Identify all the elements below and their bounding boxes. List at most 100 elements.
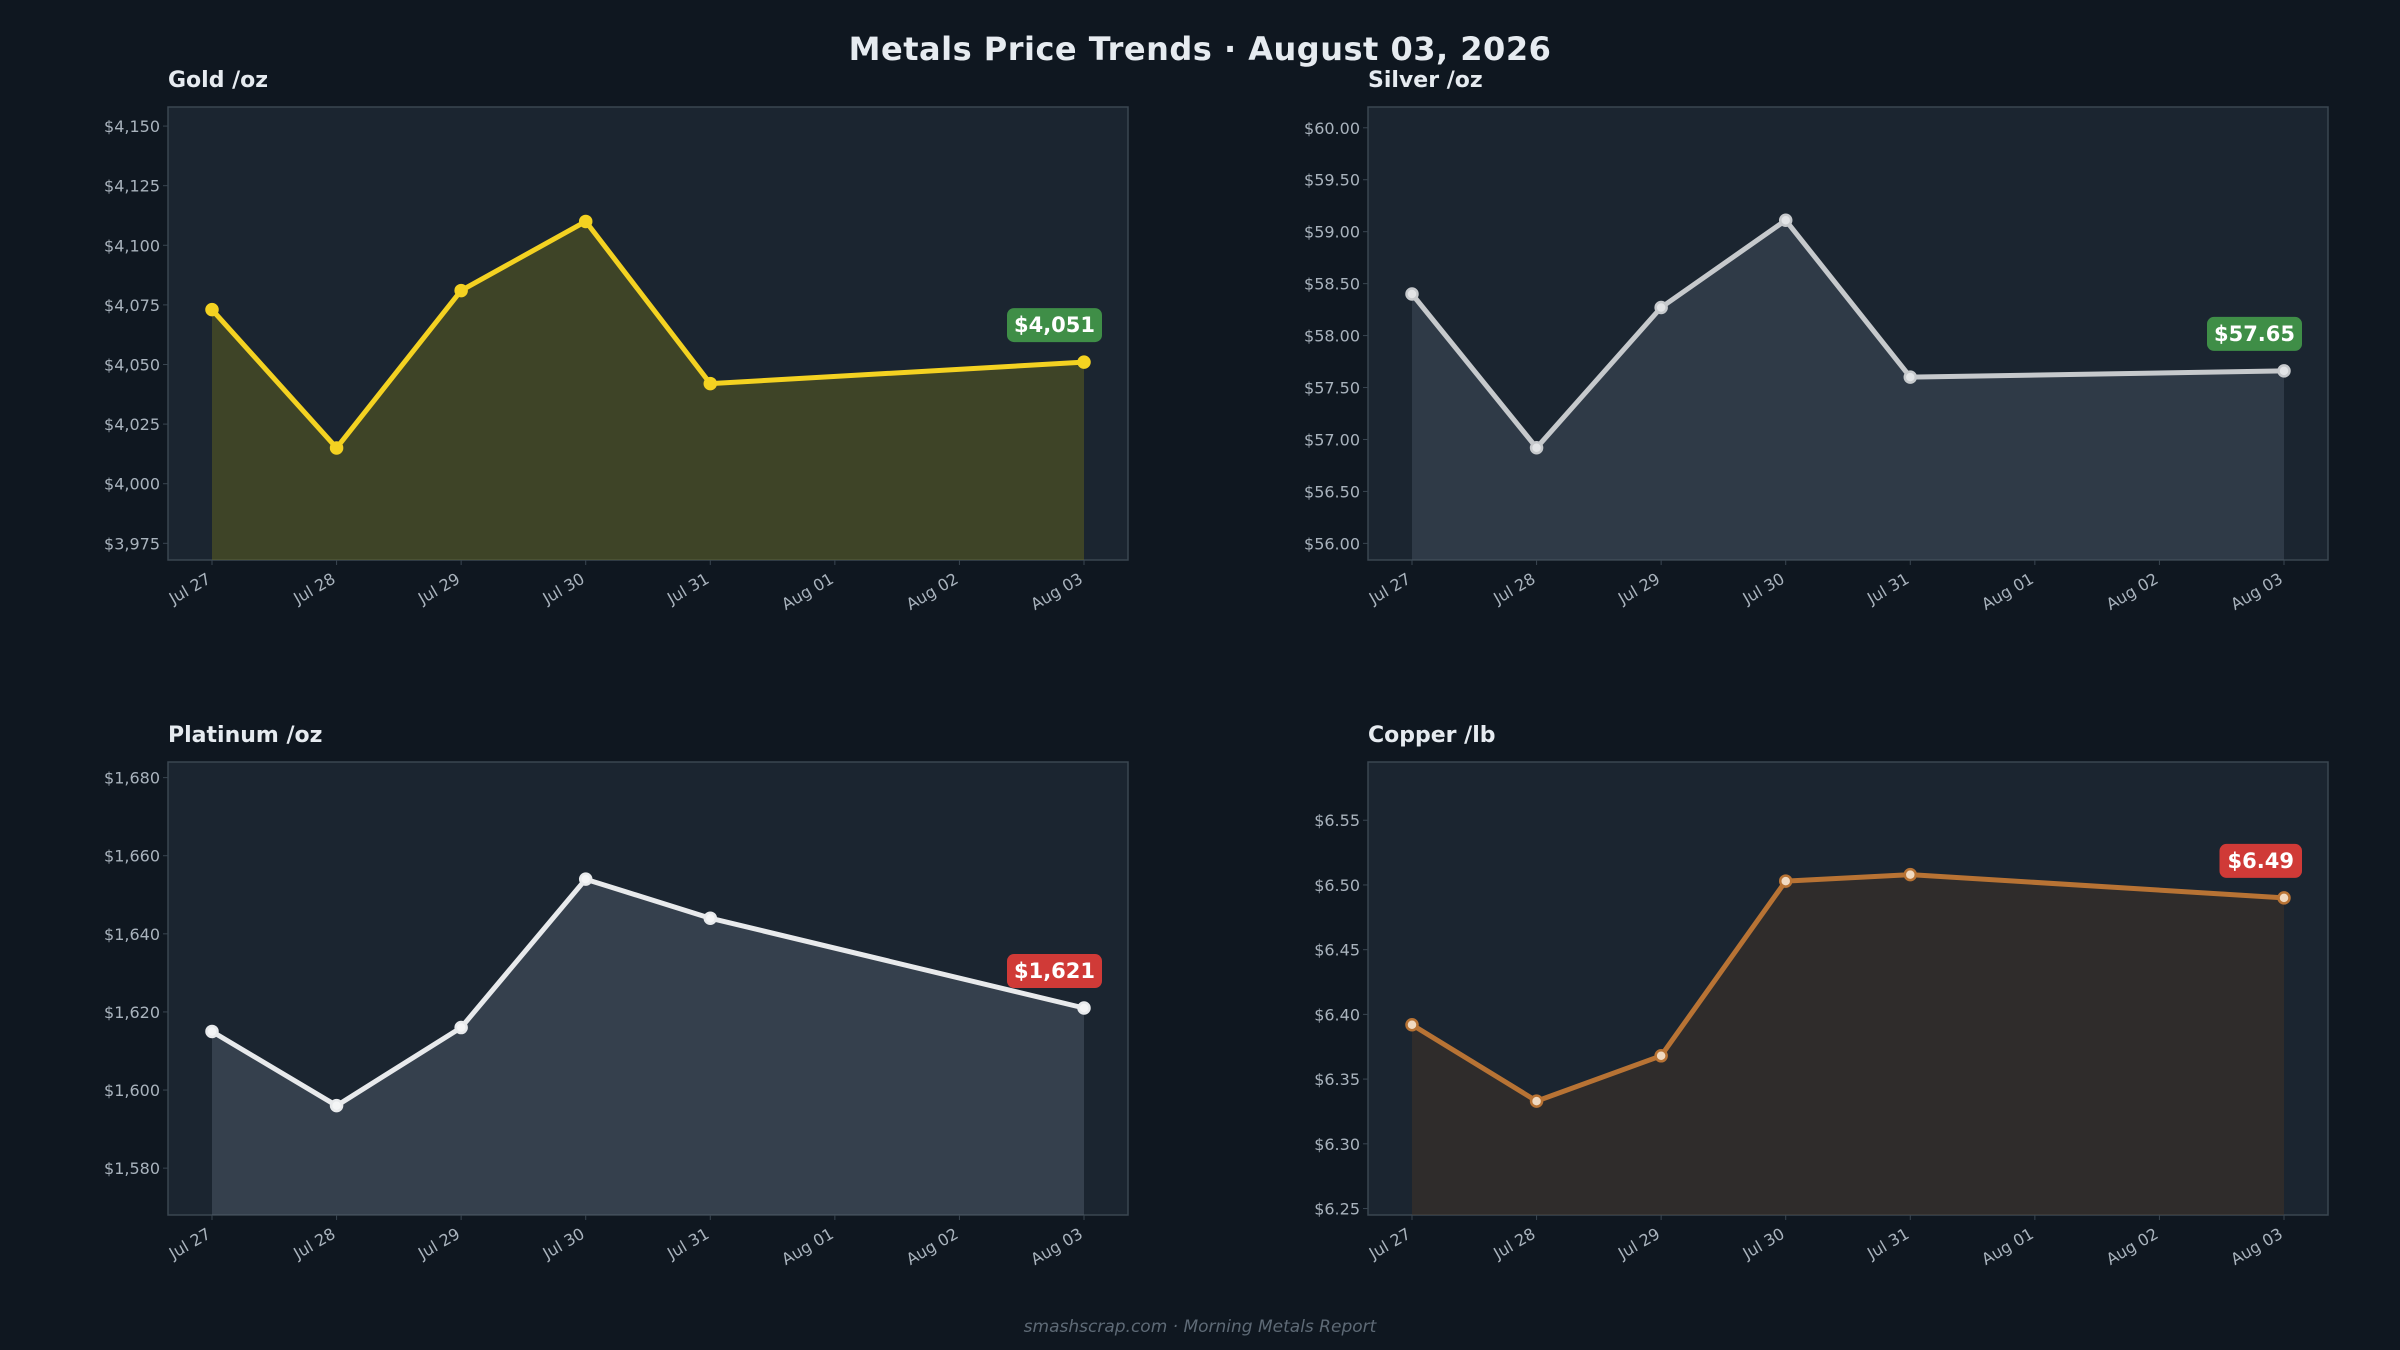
platinum-area-fill <box>212 879 1084 1215</box>
x-tick-label: Jul 30 <box>1739 1224 1788 1263</box>
gold-last-price-label: $4,051 <box>1014 313 1095 337</box>
page-title: Metals Price Trends · August 03, 2026 <box>848 30 1552 68</box>
x-tick-label: Aug 01 <box>1978 1224 2037 1269</box>
y-tick-label: $4,025 <box>104 415 160 434</box>
copper-data-point <box>1778 874 1793 888</box>
y-tick-label: $6.30 <box>1314 1135 1360 1154</box>
silver-data-point <box>1405 287 1419 301</box>
gold-data-point <box>578 214 593 229</box>
y-tick-label: $58.50 <box>1304 275 1360 294</box>
x-tick-label: Jul 27 <box>1365 1224 1414 1263</box>
platinum-data-point <box>703 911 718 925</box>
gold-price-line <box>209 218 1087 451</box>
silver-price-line <box>1409 217 2287 451</box>
x-tick-label: Jul 27 <box>165 1224 214 1263</box>
y-tick-label: $4,150 <box>104 117 160 136</box>
y-tick-label: $59.50 <box>1304 171 1360 190</box>
copper-last-price-label: $6.49 <box>2228 849 2294 873</box>
copper-price-line <box>1409 872 2287 1104</box>
y-tick-label: $60.00 <box>1304 119 1360 138</box>
copper-data-point <box>1654 1049 1668 1063</box>
copper-data-point <box>1903 867 1918 882</box>
x-tick-label: Aug 03 <box>1027 569 1086 614</box>
silver-data-point <box>2277 364 2291 378</box>
copper-last-price-badge <box>2219 843 2302 878</box>
x-tick-label: Aug 02 <box>903 569 962 614</box>
y-tick-label: $56.50 <box>1304 482 1360 501</box>
y-tick-label: $1,680 <box>104 769 160 788</box>
platinum-plot-area <box>167 761 1129 1216</box>
gold-chart-title: Gold /oz <box>168 68 268 93</box>
copper-data-point <box>1405 1017 1419 1032</box>
y-tick-label: $3,975 <box>104 534 160 553</box>
platinum-data-point <box>454 1020 468 1035</box>
x-tick-label: Jul 30 <box>1739 569 1788 608</box>
y-tick-label: $1,580 <box>104 1159 160 1178</box>
gold-data-point <box>205 302 219 317</box>
x-tick-label: Aug 01 <box>778 1224 837 1269</box>
copper-chart-title: Copper /lb <box>1368 723 1496 748</box>
gold-data-point <box>329 441 344 455</box>
x-tick-label: Jul 28 <box>289 569 338 608</box>
y-tick-label: $58.00 <box>1304 327 1360 346</box>
silver-chart: Silver /oz $56.00 $56.50 $57.00 $57.50 $58.00… <box>1304 68 2329 614</box>
y-tick-label: $1,640 <box>104 925 160 944</box>
x-tick-label: Aug 02 <box>2103 569 2162 614</box>
silver-chart-title: Silver /oz <box>1368 68 1483 93</box>
gold-last-price-badge <box>1007 308 1102 343</box>
x-tick-label: Jul 27 <box>165 569 214 608</box>
x-tick-label: Jul 31 <box>663 1224 712 1263</box>
x-tick-label: Jul 30 <box>539 569 588 608</box>
y-tick-label: $6.25 <box>1314 1200 1360 1219</box>
silver-plot-area <box>1367 106 2329 561</box>
platinum-chart-title: Platinum /oz <box>168 723 322 748</box>
y-tick-label: $4,000 <box>104 475 160 494</box>
y-tick-label: $1,620 <box>104 1003 160 1022</box>
platinum-data-point <box>1077 1001 1091 1015</box>
y-tick-label: $6.55 <box>1314 811 1360 830</box>
gold-area-fill <box>212 221 1084 560</box>
silver-data-point <box>1529 441 1544 455</box>
x-tick-label: Jul 29 <box>414 569 463 608</box>
footer-credit: smashscrap.com · Morning Metals Report <box>1023 1317 1377 1337</box>
silver-data-point <box>1654 300 1668 315</box>
platinum-chart: Platinum /oz $1,580 $1,600 $1,620 $1,640 $1,6… <box>104 723 1129 1269</box>
silver-data-point <box>1778 213 1793 227</box>
x-tick-label: Aug 02 <box>903 1224 962 1269</box>
x-tick-label: Jul 30 <box>539 1224 588 1263</box>
platinum-last-price-badge <box>1007 954 1102 989</box>
copper-data-point <box>1529 1094 1544 1108</box>
silver-last-price-badge <box>2207 316 2302 351</box>
copper-data-point <box>2277 891 2291 905</box>
y-tick-label: $57.50 <box>1304 379 1360 398</box>
x-tick-label: Aug 01 <box>1978 569 2037 614</box>
x-tick-label: Jul 27 <box>1365 569 1414 608</box>
gold-data-point <box>703 376 718 391</box>
y-tick-label: $59.00 <box>1304 223 1360 242</box>
x-tick-label: Jul 28 <box>1489 1224 1538 1263</box>
x-tick-label: Jul 28 <box>1489 569 1538 608</box>
platinum-data-point <box>329 1098 344 1113</box>
y-tick-label: $57.00 <box>1304 430 1360 449</box>
x-tick-label: Jul 31 <box>1863 1224 1912 1263</box>
x-tick-label: Jul 31 <box>663 569 712 608</box>
y-tick-label: $1,600 <box>104 1081 160 1100</box>
silver-data-point <box>1903 370 1918 384</box>
x-tick-label: Aug 03 <box>2227 569 2286 614</box>
platinum-last-price-label: $1,621 <box>1014 959 1095 983</box>
x-tick-label: Jul 31 <box>1863 569 1912 608</box>
x-tick-label: Aug 01 <box>778 569 837 614</box>
silver-last-price-label: $57.65 <box>2214 322 2295 346</box>
silver-area-fill <box>1412 220 2284 561</box>
gold-chart: Gold /oz $3,975 $4,000 $4,025 $4,050 $4,075 $4… <box>104 68 1129 614</box>
y-tick-label: $4,075 <box>104 296 160 315</box>
platinum-data-point <box>578 872 593 886</box>
x-tick-label: Jul 28 <box>289 1224 338 1263</box>
x-tick-label: Jul 29 <box>1614 1224 1663 1263</box>
x-tick-label: Aug 03 <box>1027 1224 1086 1269</box>
y-tick-label: $56.00 <box>1304 534 1360 553</box>
y-tick-label: $4,125 <box>104 177 160 196</box>
platinum-price-line <box>209 876 1087 1109</box>
y-tick-label: $6.35 <box>1314 1070 1360 1089</box>
